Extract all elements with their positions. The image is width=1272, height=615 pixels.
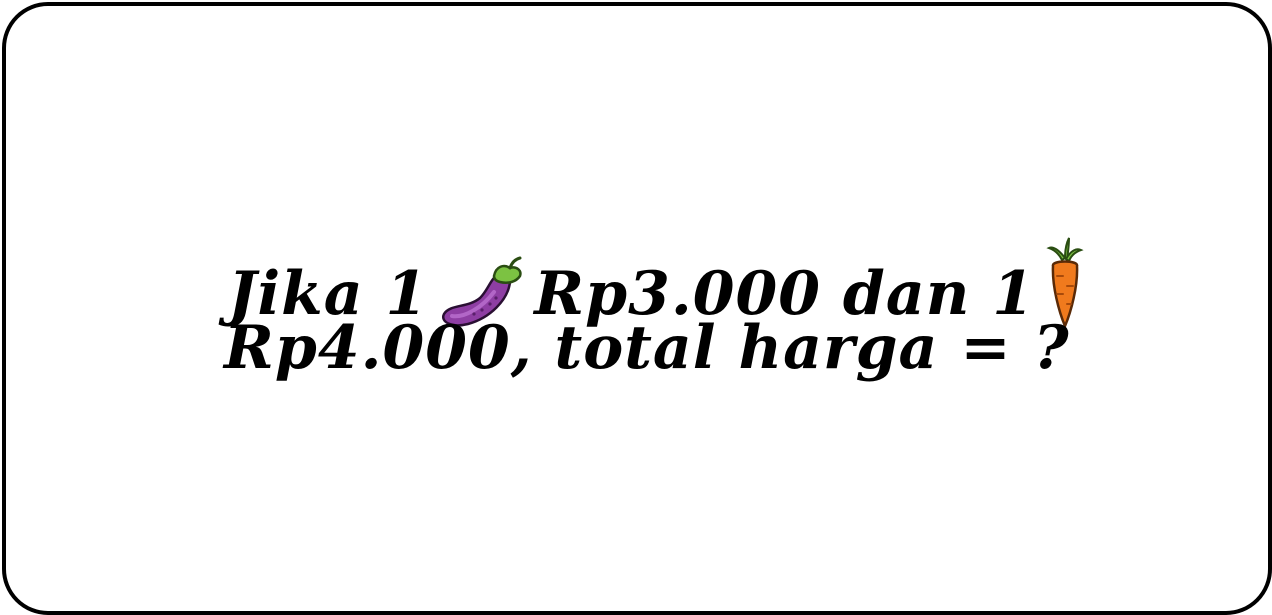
question-part-3: Rp4.000, total harga = ? [224, 313, 1070, 383]
question-part-1: Jika 1 [228, 259, 429, 329]
eggplant-icon [438, 256, 524, 328]
carrot-icon [1045, 236, 1085, 328]
question-line-1: Jika 1 Rp3.000 dan 1 [228, 236, 1095, 328]
question-line-2: Rp4.000, total harga = ? [224, 318, 1070, 378]
question-part-2: Rp3.000 dan 1 [534, 259, 1035, 329]
